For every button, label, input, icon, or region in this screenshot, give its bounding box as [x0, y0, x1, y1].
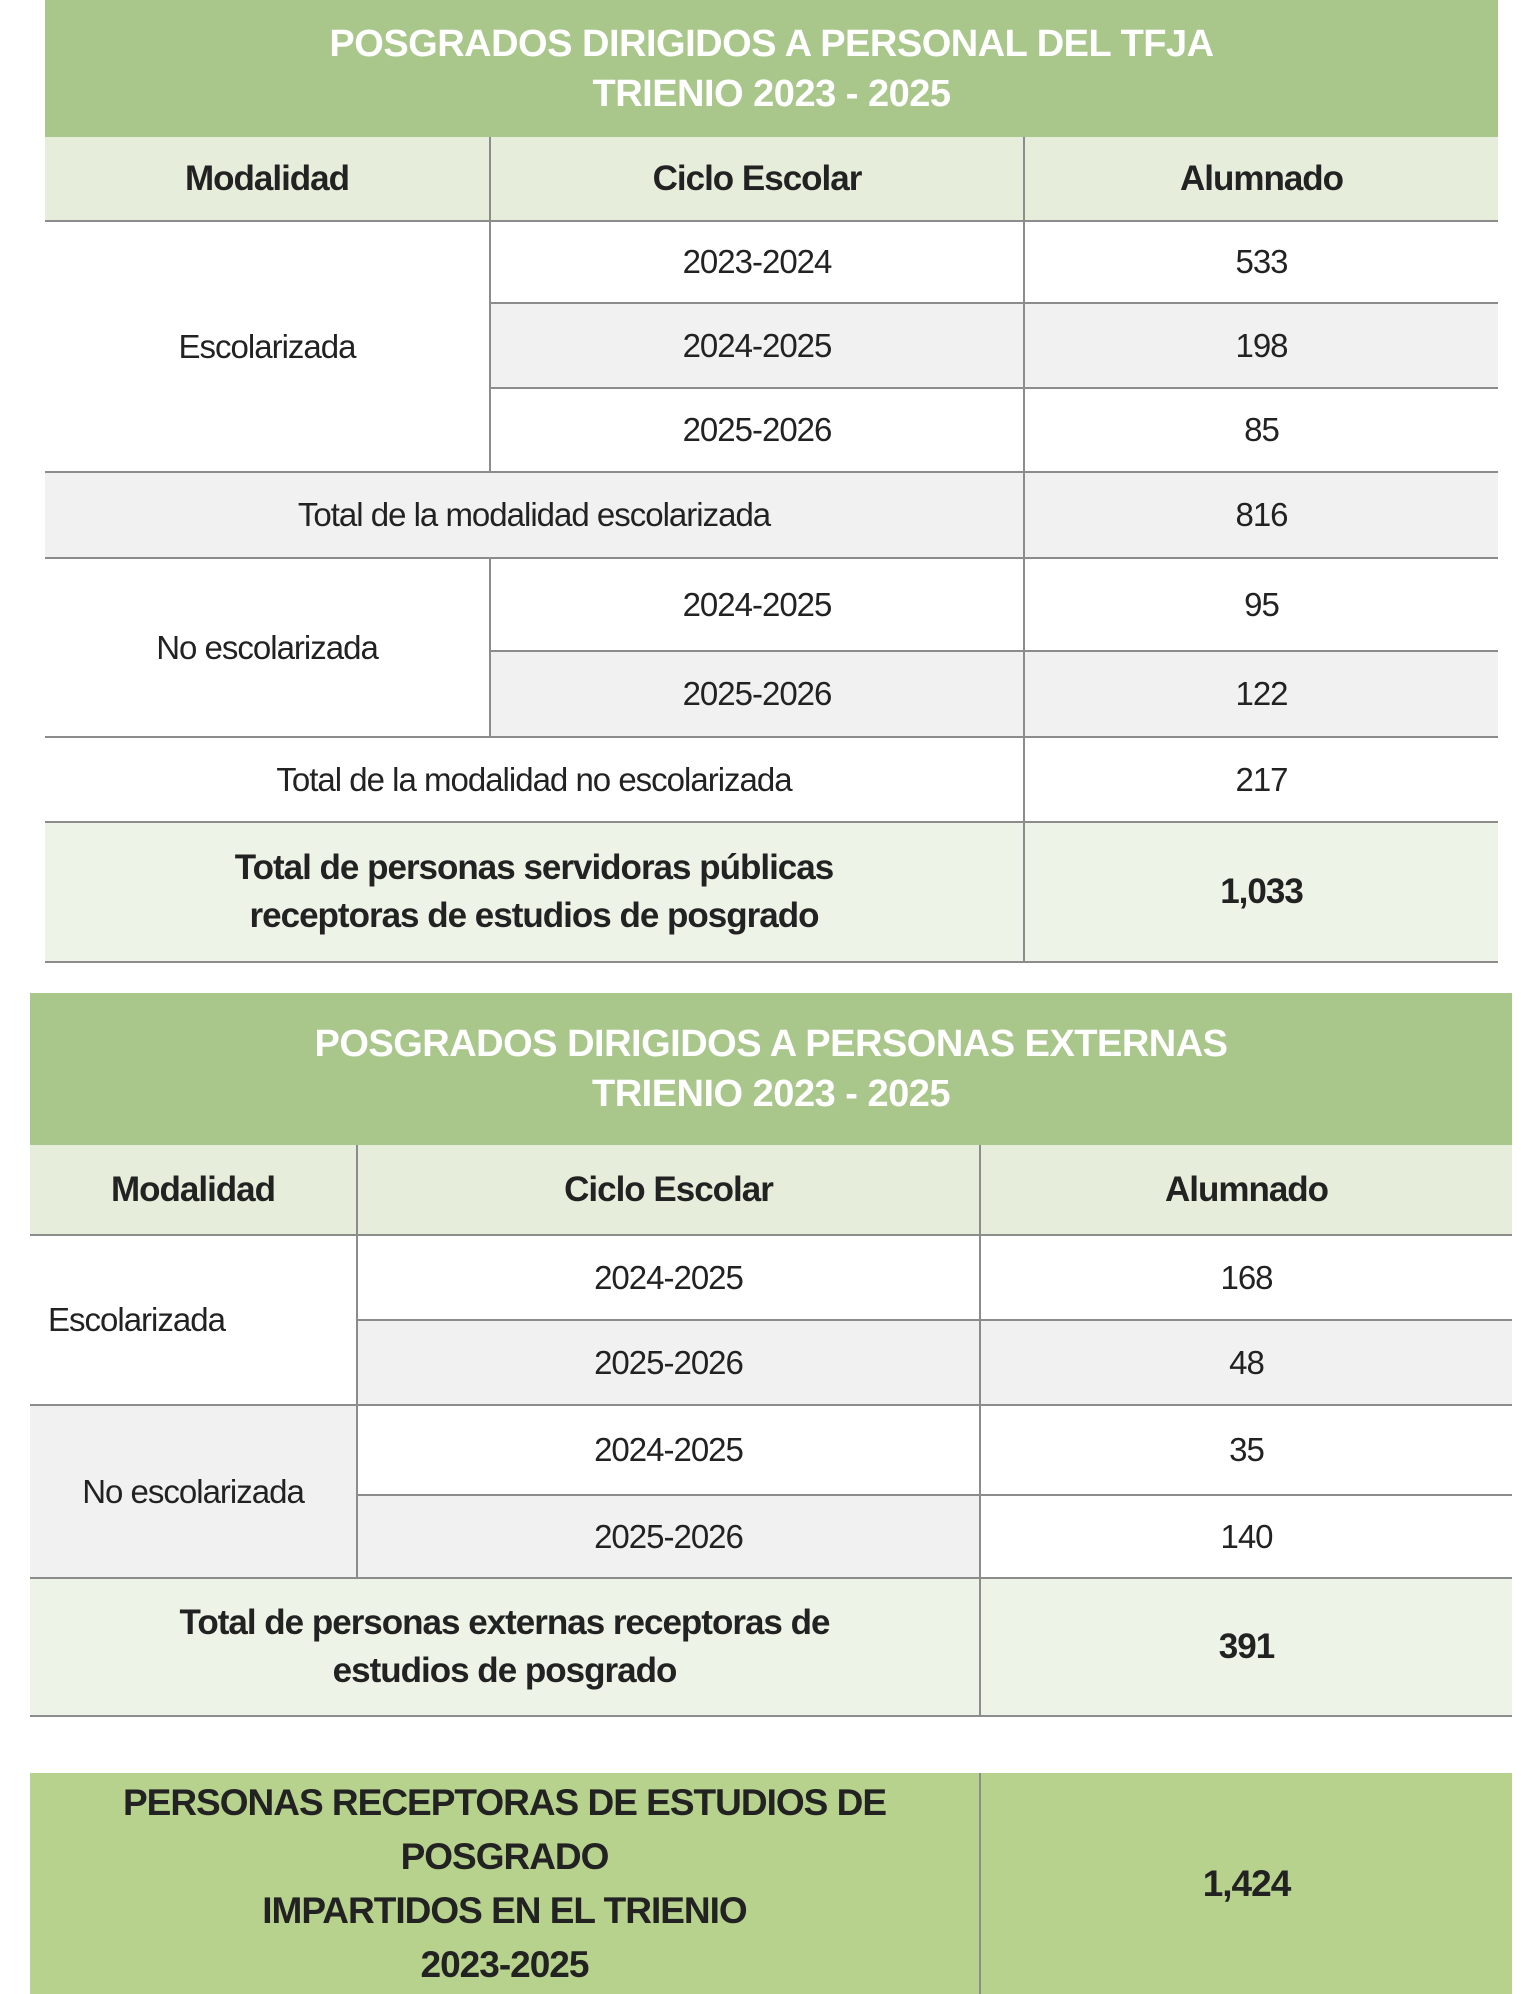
subtotal-value: 217	[1022, 737, 1499, 823]
title-line: TRIENIO 2023 - 2025	[592, 1073, 951, 1115]
alumnado-cell: 35	[978, 1405, 1513, 1496]
ciclo-cell: 2024-2025	[489, 303, 1024, 389]
subtotal-row: Total de la modalidad no escolarizada 217	[45, 737, 1499, 823]
ciclo-cell: 2024-2025	[356, 1405, 980, 1496]
alumnado-cell: 95	[1022, 558, 1499, 652]
modalidad-cell: Escolarizada	[30, 1235, 357, 1406]
header-alumnado: Alumnado	[1022, 137, 1499, 222]
table-row: 2025-2026 140	[30, 1495, 1513, 1579]
table-row: No escolarizada 2024-2025 35	[30, 1405, 1513, 1579]
table-personas-externas: POSGRADOS DIRIGIDOS A PERSONAS EXTERNAS T…	[30, 993, 1513, 1717]
ciclo-cell: 2024-2025	[356, 1235, 980, 1321]
alumnado-cell: 140	[978, 1495, 1513, 1579]
ciclo-cell: 2025-2026	[489, 651, 1024, 738]
label-line: 2023-2025	[420, 1943, 590, 1985]
title-line: TRIENIO 2023 - 2025	[592, 72, 952, 115]
table-personal-tfja: POSGRADOS DIRIGIDOS A PERSONAL DEL TFJA T…	[45, 0, 1499, 963]
subtotal-label: Total de la modalidad escolarizada	[45, 472, 1024, 559]
label-line: receptoras de estudios de posgrado	[249, 896, 820, 935]
label-line: Total de personas servidoras públicas	[234, 848, 834, 887]
grand-total-row: Total de personas externas receptoras de…	[30, 1578, 1513, 1717]
table-row: 2025-2026 48	[30, 1320, 1513, 1406]
alumnado-cell: 533	[1022, 221, 1499, 304]
label-line: Total de personas externas receptoras de	[179, 1603, 831, 1642]
table-row: Escolarizada 2023-2024 533	[45, 221, 1499, 473]
label-line: estudios de posgrado	[332, 1651, 678, 1690]
grand-total-row: Total de personas servidoras públicas rec…	[45, 822, 1499, 963]
grand-total-value: 1,033	[1022, 822, 1499, 963]
grand-total-label: Total de personas servidoras públicas rec…	[45, 822, 1024, 963]
modalidad-cell: No escolarizada	[45, 558, 490, 738]
summary-total: 1,424	[979, 1773, 1512, 1994]
header-ciclo: Ciclo Escolar	[356, 1145, 980, 1236]
table-title: POSGRADOS DIRIGIDOS A PERSONAL DEL TFJA T…	[45, 0, 1499, 137]
header-modalidad: Modalidad	[30, 1145, 357, 1236]
modalidad-cell: Escolarizada	[45, 221, 490, 473]
title-line: POSGRADOS DIRIGIDOS A PERSONAS EXTERNAS	[314, 1023, 1228, 1065]
table-row: Escolarizada 2024-2025 168	[30, 1235, 1513, 1406]
subtotal-label: Total de la modalidad no escolarizada	[45, 737, 1024, 823]
table-title: POSGRADOS DIRIGIDOS A PERSONAS EXTERNAS T…	[30, 993, 1513, 1145]
subtotal-row: Total de la modalidad escolarizada 816	[45, 472, 1499, 559]
ciclo-cell: 2025-2026	[489, 388, 1024, 473]
summary-table: PERSONAS RECEPTORAS DE ESTUDIOS DE POSGR…	[30, 1773, 1512, 1994]
title-line: POSGRADOS DIRIGIDOS A PERSONAL DEL TFJA	[329, 22, 1214, 65]
modalidad-cell: No escolarizada	[30, 1405, 357, 1579]
ciclo-cell: 2025-2026	[356, 1495, 980, 1579]
ciclo-cell: 2025-2026	[356, 1320, 980, 1406]
subtotal-value: 816	[1022, 472, 1499, 559]
table-row: No escolarizada 2024-2025 95	[45, 558, 1499, 738]
alumnado-cell: 168	[978, 1235, 1513, 1321]
alumnado-cell: 85	[1022, 388, 1499, 473]
alumnado-cell: 122	[1022, 651, 1499, 738]
table-row: 2025-2026 122	[45, 651, 1499, 738]
header-modalidad: Modalidad	[45, 137, 490, 222]
grand-total-value: 391	[978, 1578, 1513, 1717]
label-line: IMPARTIDOS EN EL TRIENIO	[262, 1889, 747, 1931]
ciclo-cell: 2023-2024	[489, 221, 1024, 304]
alumnado-cell: 198	[1022, 303, 1499, 389]
label-line: PERSONAS RECEPTORAS DE ESTUDIOS DE POSGR…	[122, 1781, 887, 1877]
alumnado-cell: 48	[978, 1320, 1513, 1406]
table-row: 2024-2025 198	[45, 303, 1499, 389]
summary-label: PERSONAS RECEPTORAS DE ESTUDIOS DE POSGR…	[30, 1773, 980, 1994]
header-ciclo: Ciclo Escolar	[489, 137, 1024, 222]
header-alumnado: Alumnado	[978, 1145, 1513, 1236]
grand-total-label: Total de personas externas receptoras de…	[30, 1578, 980, 1717]
table-row: 2025-2026 85	[45, 388, 1499, 473]
ciclo-cell: 2024-2025	[489, 558, 1024, 652]
